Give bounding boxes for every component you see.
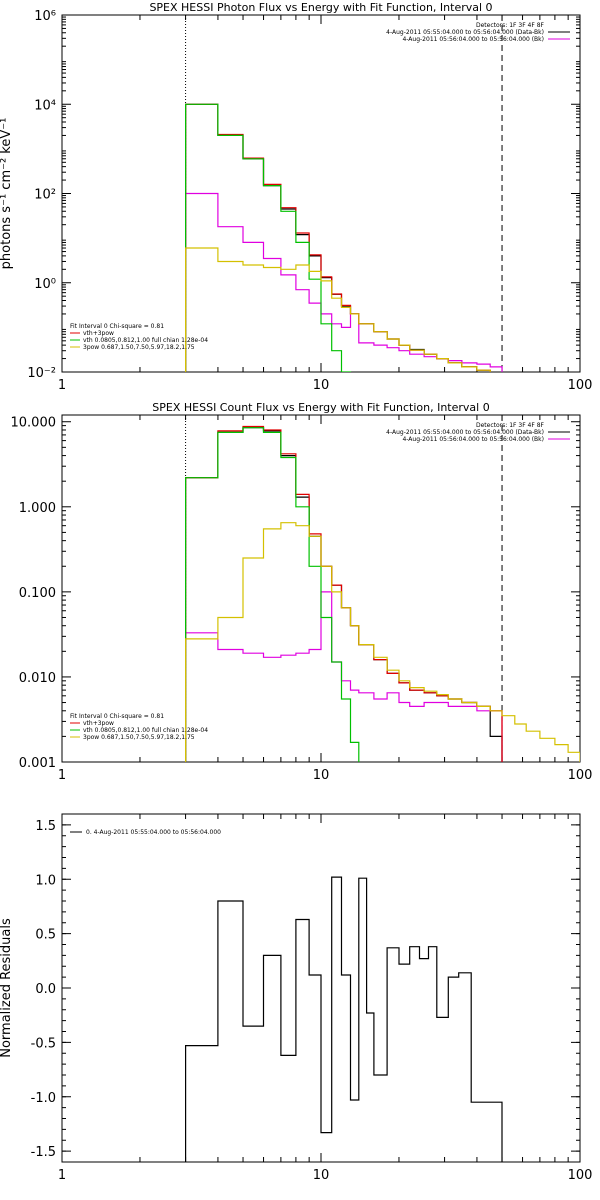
y-tick-label: 1.5 (35, 819, 56, 834)
y-tick-label: 0.100 (19, 586, 56, 601)
y-tick-label: 0.0 (35, 982, 56, 997)
legend-top-entry: 4-Aug-2011 05:56:04.000 to 05:56:04.000 … (402, 36, 544, 43)
y-tick-label: -1.0 (31, 1091, 56, 1106)
series-line-bk (186, 194, 502, 386)
series-line-vth-3pow (186, 104, 502, 385)
chart-panel-1: SPEX HESSI Count Flux vs Energy with Fit… (11, 401, 593, 788)
legend-top-entry: Detectors: 1F 3F 4F 8F (476, 422, 545, 429)
y-axis-label: Normalized Residuals (0, 918, 14, 1058)
x-tick-label: 1 (58, 1168, 66, 1183)
series-group (186, 877, 502, 1184)
legend-top-entry: 0. 4-Aug-2011 05:55:04.000 to 05:56:04.0… (86, 829, 221, 836)
x-tick-label: 100 (568, 1168, 593, 1183)
y-tick-label: 0.5 (35, 928, 56, 943)
legend-top-entry: 4-Aug-2011 05:55:04.000 to 05:56:04.000 … (386, 429, 544, 436)
y-tick-label: 10.000 (11, 416, 57, 431)
y-tick-label: -1.5 (31, 1145, 56, 1160)
legend-top-entry: 4-Aug-2011 05:56:04.000 to 05:56:04.000 … (402, 436, 544, 443)
chart-title: SPEX HESSI Count Flux vs Energy with Fit… (152, 401, 489, 414)
x-tick-label: 100 (568, 378, 593, 393)
series-group (186, 104, 540, 385)
series-group (186, 427, 580, 788)
series-line-data-bk (186, 104, 502, 385)
x-tick-label: 100 (568, 768, 593, 783)
series-line-vth (186, 104, 388, 385)
series-line-residuals (186, 877, 502, 1184)
y-tick-label: 1.000 (19, 501, 56, 516)
legend-fit-header: Fit Interval 0 Chi-square = 0.81 (70, 713, 164, 720)
y-tick-label: 0.010 (19, 671, 56, 686)
x-tick-label: 10 (313, 378, 330, 393)
y-tick-label: 0.001 (19, 756, 56, 771)
y-tick-label: 10⁻² (27, 366, 56, 381)
x-tick-label: 10 (313, 1168, 330, 1183)
y-tick-label: 1.0 (35, 873, 56, 888)
chart-title: SPEX HESSI Photon Flux vs Energy with Fi… (149, 1, 492, 14)
y-axis-label: photons s⁻¹ cm⁻² keV⁻¹ (0, 118, 14, 270)
y-tick-label: 10⁰ (34, 277, 56, 292)
legend-fit-entry: 3pow 0.687,1.50,7.50,5.97,18.2,1.75 (83, 734, 195, 741)
series-line-bk (186, 592, 502, 788)
chart-panel-2: 1 10 100 -1.5 -1.0 -0.5 0.0 0.5 1.0 1.5 Normalized… (0, 814, 592, 1184)
legend-top-entry: Detectors: 1F 3F 4F 8F (476, 22, 545, 29)
legend-fit-entry: vth+3pow (83, 720, 114, 727)
legend-fit-entry: vth 0.0805,0.812,1.00 full chian 1.28e-0… (83, 727, 208, 734)
series-line-3pow (186, 248, 540, 385)
y-tick-label: 10² (34, 188, 56, 203)
legend-fit-entry: 3pow 0.687,1.50,7.50,5.97,18.2,1.75 (83, 344, 195, 351)
x-tick-label: 1 (58, 768, 66, 783)
series-line-3pow (186, 523, 580, 788)
legend-fit-header: Fit Interval 0 Chi-square = 0.81 (70, 323, 164, 330)
x-tick-label: 10 (313, 768, 330, 783)
y-tick-label: 10⁶ (34, 9, 56, 24)
figure-canvas: SPEX HESSI Photon Flux vs Energy with Fi… (0, 0, 600, 1200)
spex-figure: SPEX HESSI Photon Flux vs Energy with Fi… (0, 0, 600, 1200)
series-line-vth-3pow (186, 427, 502, 788)
x-tick-label: 1 (58, 378, 66, 393)
y-tick-label: 10⁴ (34, 98, 56, 113)
legend-fit-entry: vth 0.0805,0.812,1.00 full chian 1.28e-0… (83, 337, 208, 344)
y-tick-label: -0.5 (31, 1036, 56, 1051)
legend-fit-entry: vth+3pow (83, 330, 114, 337)
chart-panel-0: SPEX HESSI Photon Flux vs Energy with Fi… (0, 1, 592, 393)
legend-top-entry: 4-Aug-2011 05:55:04.000 to 05:56:04.000 … (386, 29, 544, 36)
